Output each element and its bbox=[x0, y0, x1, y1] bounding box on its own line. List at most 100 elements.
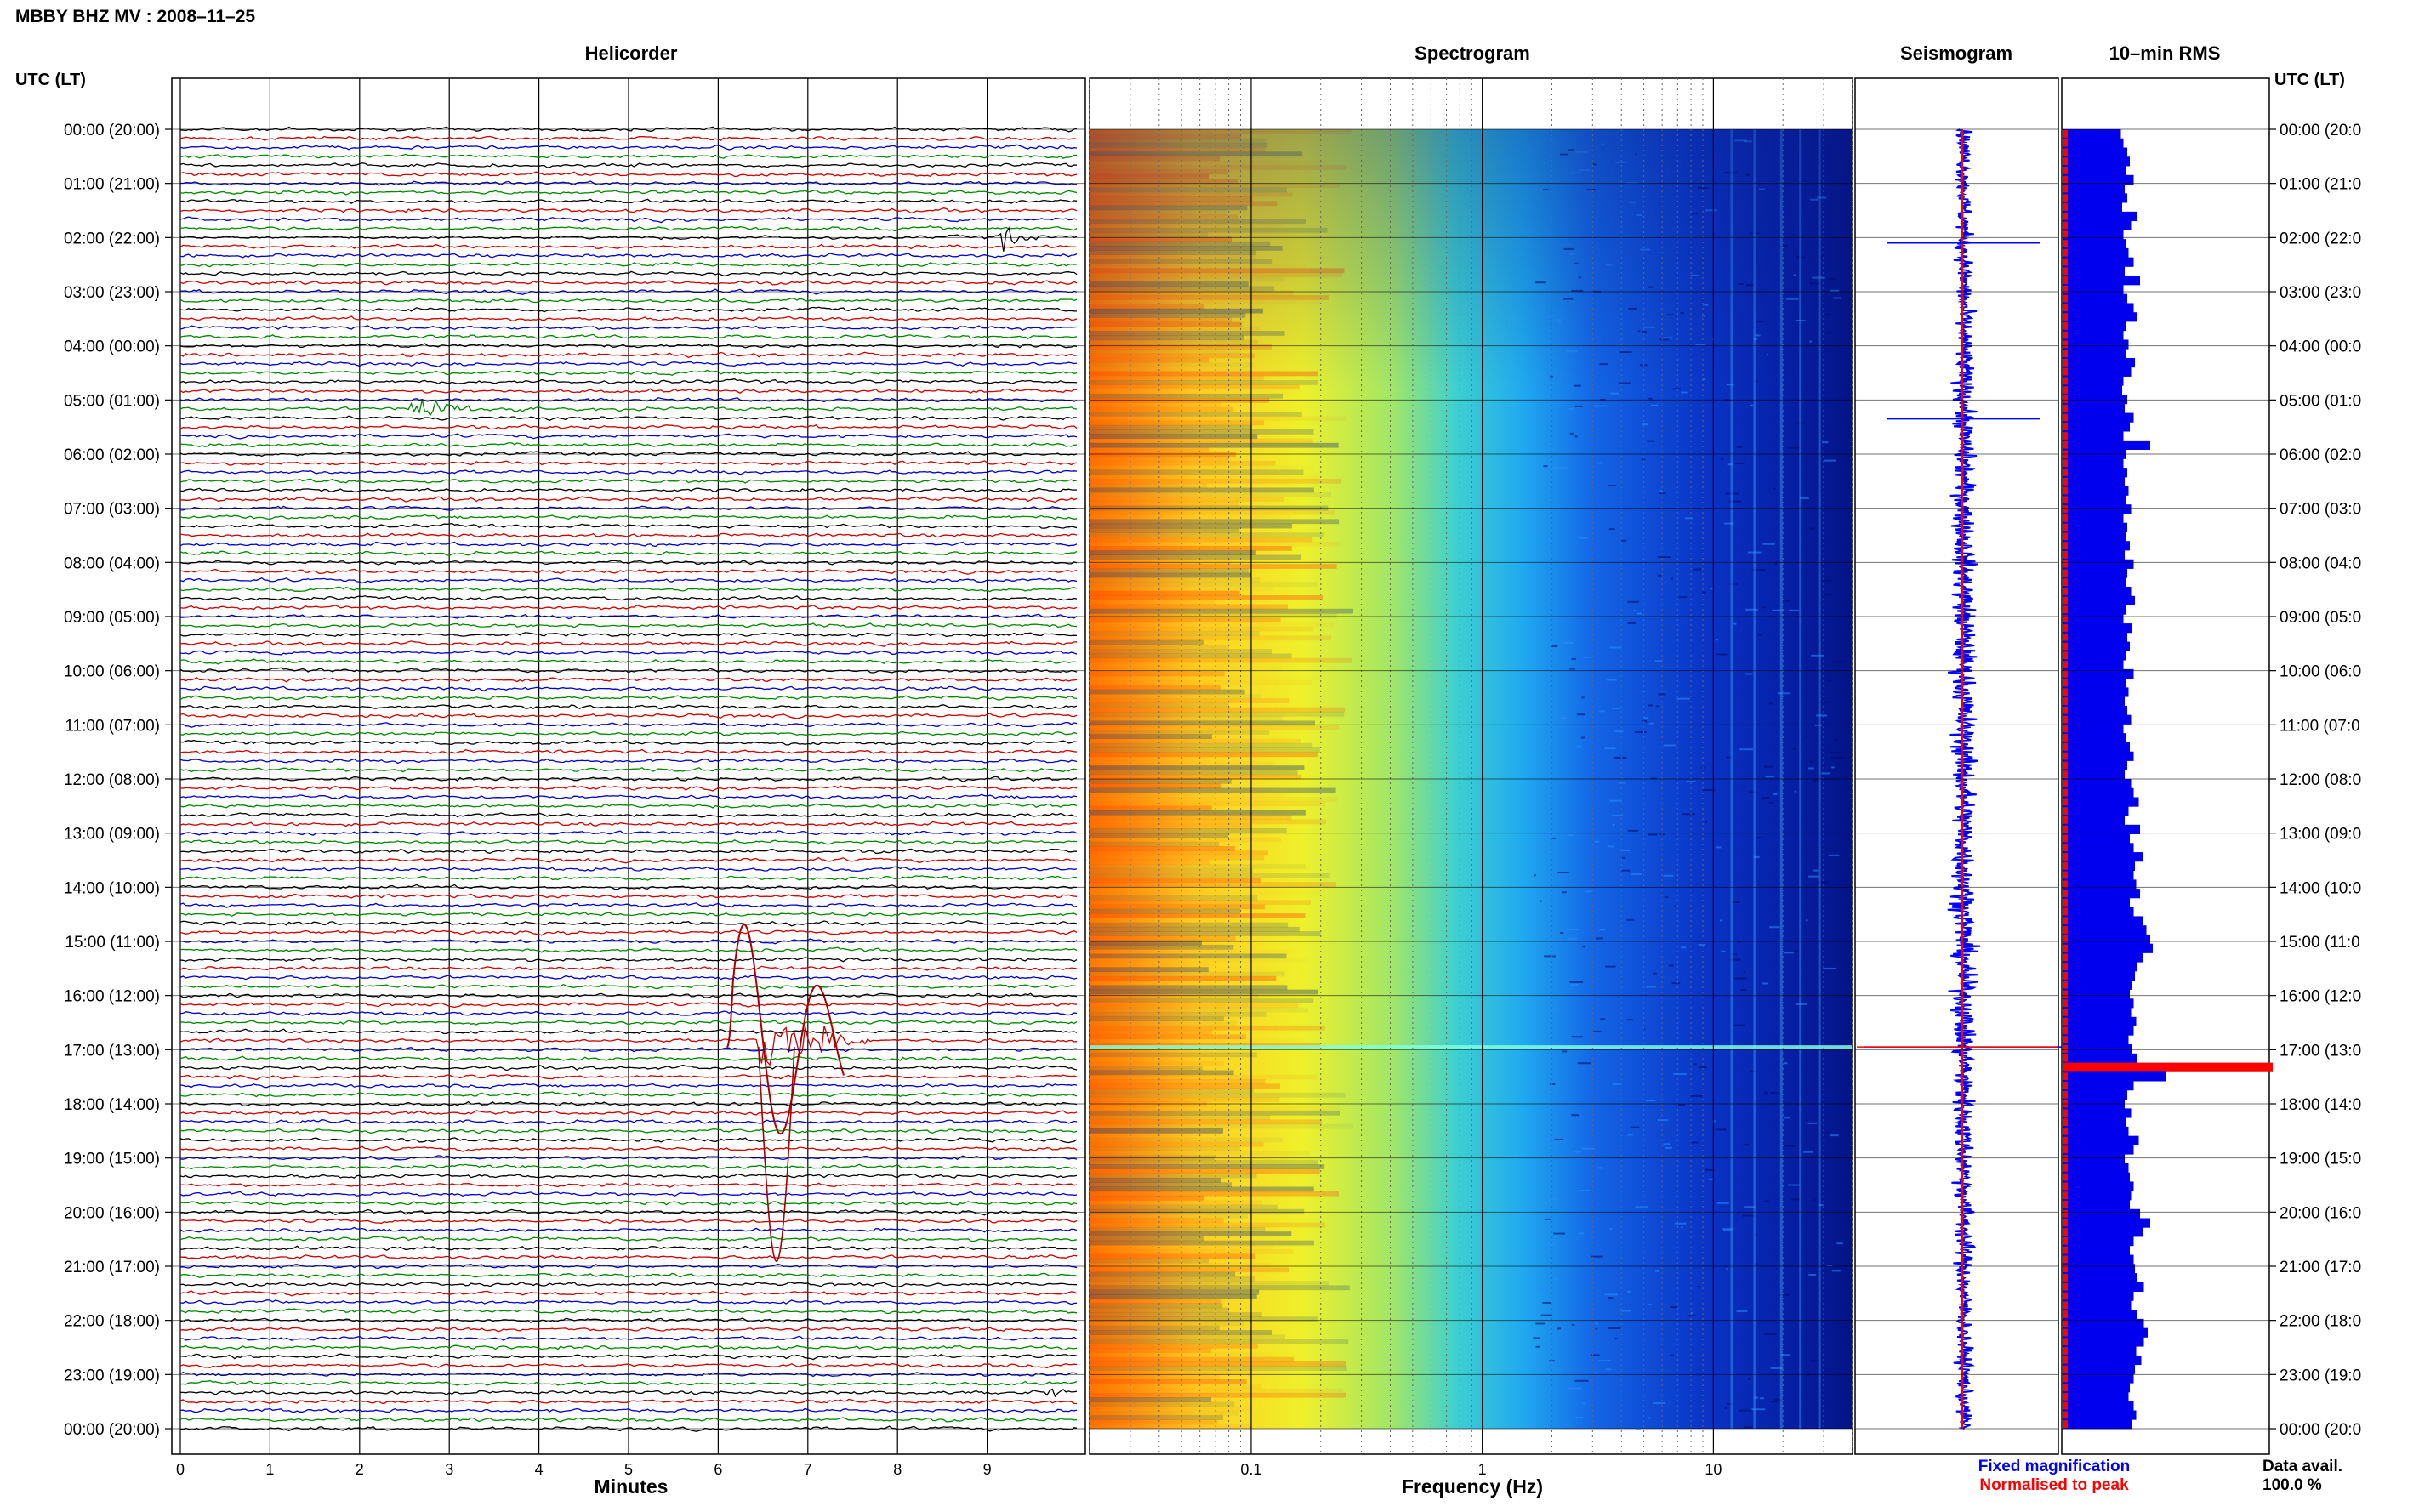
utc-lt-label-left: UTC (LT) bbox=[15, 71, 86, 89]
rms-normalised-tick bbox=[2063, 798, 2068, 806]
rms-bar bbox=[2063, 989, 2130, 999]
rms-bar bbox=[2063, 220, 2132, 230]
rms-normalised-tick bbox=[2063, 1365, 2068, 1373]
rms-normalised-tick bbox=[2063, 935, 2068, 943]
helicorder-trace bbox=[179, 243, 1078, 250]
rms-bar bbox=[2063, 1108, 2132, 1118]
rms-bar bbox=[2063, 276, 2140, 286]
rms-bar bbox=[2063, 1044, 2132, 1054]
rms-bar bbox=[2063, 1254, 2134, 1265]
rms-normalised-tick bbox=[2063, 890, 2068, 897]
helicorder-trace bbox=[179, 1145, 1078, 1152]
rms-normalised-tick bbox=[2063, 1136, 2068, 1145]
helicorder-trace bbox=[179, 677, 1078, 683]
rms-bar bbox=[2063, 403, 2125, 413]
helicorder-trace bbox=[179, 1362, 1078, 1369]
hour-label-right: 02:00 (22:0 bbox=[2280, 230, 2361, 247]
rms-normalised-tick bbox=[2063, 1328, 2068, 1337]
rms-bar bbox=[2063, 705, 2127, 716]
helicorder-trace bbox=[179, 957, 1078, 963]
hour-label-left: 03:00 (23:00) bbox=[64, 284, 160, 302]
helicorder-trace bbox=[179, 1137, 1078, 1144]
rms-normalised-tick bbox=[2063, 514, 2068, 522]
helicorder-trace bbox=[179, 784, 1078, 792]
rms-normalised-tick bbox=[2063, 780, 2068, 787]
hour-label-right: 19:00 (15:0 bbox=[2280, 1151, 2361, 1168]
helicorder-large-event bbox=[726, 924, 845, 1135]
rms-bar bbox=[2063, 1401, 2134, 1411]
hour-label-right: 04:00 (00:0 bbox=[2280, 338, 2361, 356]
rms-bar bbox=[2063, 156, 2130, 167]
minute-tick-label: 7 bbox=[804, 1461, 812, 1478]
rms-normalised-tick bbox=[2063, 981, 2068, 989]
hour-label-right: 22:00 (18:0 bbox=[2280, 1313, 2361, 1331]
hour-label-left: 02:00 (22:00) bbox=[64, 230, 160, 247]
rms-normalised-tick bbox=[2063, 359, 2068, 367]
rms-normalised-tick bbox=[2063, 1118, 2068, 1126]
rms-normalised-tick bbox=[2063, 1155, 2068, 1162]
rms-normalised-tick bbox=[2063, 377, 2068, 385]
helicorder-trace bbox=[179, 704, 1078, 710]
rms-normalised-tick bbox=[2063, 1191, 2068, 1199]
helicorder-trace bbox=[179, 920, 1078, 927]
rms-bar bbox=[2063, 239, 2126, 249]
hour-label-left: 00:00 (20:00) bbox=[64, 1421, 160, 1439]
rms-normalised-tick bbox=[2063, 258, 2068, 266]
helicorder-trace bbox=[179, 1110, 1078, 1116]
helicorder-trace bbox=[179, 821, 1078, 827]
helicorder-trace bbox=[179, 1010, 1078, 1016]
helicorder-trace bbox=[179, 270, 1078, 277]
minute-tick-label: 5 bbox=[624, 1461, 633, 1478]
rms-bar bbox=[2063, 1264, 2135, 1274]
rms-normalised-tick bbox=[2063, 1255, 2068, 1264]
rms-bar bbox=[2063, 257, 2134, 267]
helicorder-trace bbox=[179, 839, 1078, 845]
rms-bar bbox=[2063, 668, 2134, 679]
rms-bar bbox=[2063, 934, 2150, 945]
rms-normalised-tick bbox=[2063, 944, 2068, 952]
rms-bar bbox=[2063, 174, 2134, 185]
seismogram-panel bbox=[1854, 77, 2064, 1455]
helicorder-trace bbox=[179, 216, 1078, 224]
helicorder-trace bbox=[179, 767, 1078, 773]
rms-bar bbox=[2063, 696, 2125, 707]
hour-label-left: 14:00 (10:00) bbox=[64, 879, 160, 897]
legend-fixed-magnification: Fixed magnification bbox=[1978, 1458, 2130, 1475]
helicorder-trace bbox=[179, 496, 1078, 503]
hour-label-right: 10:00 (06:0 bbox=[2280, 663, 2361, 681]
rms-normalised-tick bbox=[2063, 313, 2068, 321]
rms-normalised-tick bbox=[2063, 350, 2068, 358]
rms-normalised-tick bbox=[2063, 532, 2068, 541]
helicorder-trace bbox=[179, 1326, 1078, 1333]
rms-normalised-tick bbox=[2063, 404, 2068, 412]
hour-label-left: 18:00 (14:00) bbox=[64, 1096, 160, 1114]
rms-normalised-tick bbox=[2063, 1082, 2068, 1089]
rms-bar bbox=[2063, 476, 2125, 487]
rms-bar bbox=[2063, 303, 2134, 313]
rms-bar bbox=[2063, 1208, 2140, 1219]
helicorder-trace bbox=[179, 378, 1078, 385]
rms-bar bbox=[2063, 806, 2129, 816]
helicorder-large-event-tail bbox=[758, 1047, 795, 1262]
hour-label-right: 18:00 (14:0 bbox=[2280, 1096, 2361, 1114]
rms-bar bbox=[2063, 587, 2132, 597]
rms-bar bbox=[2063, 651, 2126, 661]
helicorder-trace bbox=[179, 153, 1078, 159]
hour-label-right: 00:00 (20:0 bbox=[2280, 1421, 2361, 1439]
rms-normalised-tick bbox=[2063, 321, 2068, 330]
rms-bar bbox=[2063, 321, 2126, 332]
rms-normalised-tick bbox=[2063, 167, 2068, 174]
rms-bar bbox=[2063, 1419, 2132, 1430]
helicorder-trace bbox=[179, 541, 1078, 548]
helicorder-trace bbox=[179, 1182, 1078, 1188]
rms-normalised-tick bbox=[2063, 1411, 2068, 1419]
rms-bar bbox=[2063, 166, 2126, 176]
rms-bar bbox=[2063, 1181, 2134, 1191]
rms-normalised-tick bbox=[2063, 1090, 2068, 1099]
helicorder-trace bbox=[179, 460, 1078, 466]
seismogram-frame bbox=[1854, 77, 2059, 1455]
helicorder-trace bbox=[179, 983, 1078, 990]
helicorder-trace bbox=[179, 451, 1078, 458]
rms-bar bbox=[2063, 266, 2125, 276]
rms-normalised-tick bbox=[2063, 285, 2068, 293]
